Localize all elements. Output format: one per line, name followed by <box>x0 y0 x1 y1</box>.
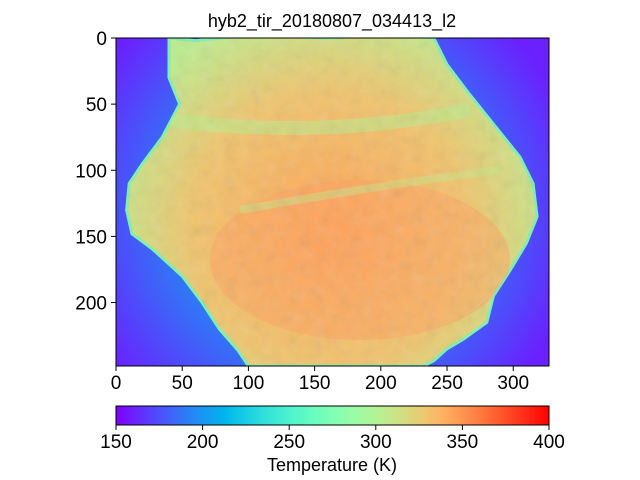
y-tick-label: 50 <box>86 95 107 116</box>
colorbar-tick-label: 200 <box>187 432 219 453</box>
x-tick-label: 100 <box>233 373 265 394</box>
x-axis: 0 50 100 150 200 250 300 <box>111 366 529 394</box>
plot-frame <box>115 37 550 367</box>
colorbar-tick-label: 400 <box>533 432 565 453</box>
colorbar-label: Temperature (K) <box>267 455 397 475</box>
x-tick-label: 250 <box>431 373 463 394</box>
y-tick-label: 200 <box>75 294 107 315</box>
x-tick-label: 150 <box>299 373 331 394</box>
y-tick-label: 0 <box>96 29 107 50</box>
colorbar-ticks: 150 200 250 300 350 400 <box>100 425 565 453</box>
y-axis: 0 50 100 150 200 <box>75 29 116 315</box>
x-tick-label: 300 <box>497 373 529 394</box>
colorbar-gradient <box>115 405 550 426</box>
colorbar-tick-label: 150 <box>100 432 132 453</box>
colorbar: 150 200 250 300 350 400 Temperature (K) <box>100 405 565 475</box>
colorbar-tick-label: 300 <box>360 432 392 453</box>
x-tick-label: 0 <box>111 373 122 394</box>
x-tick-label: 200 <box>365 373 397 394</box>
y-tick-label: 150 <box>75 227 107 248</box>
x-tick-label: 50 <box>172 373 193 394</box>
colorbar-tick-label: 350 <box>447 432 479 453</box>
colorbar-tick-label: 250 <box>273 432 305 453</box>
y-tick-label: 100 <box>75 161 107 182</box>
chart-title: hyb2_tir_20180807_034413_l2 <box>208 11 456 32</box>
plot-area <box>116 38 549 366</box>
